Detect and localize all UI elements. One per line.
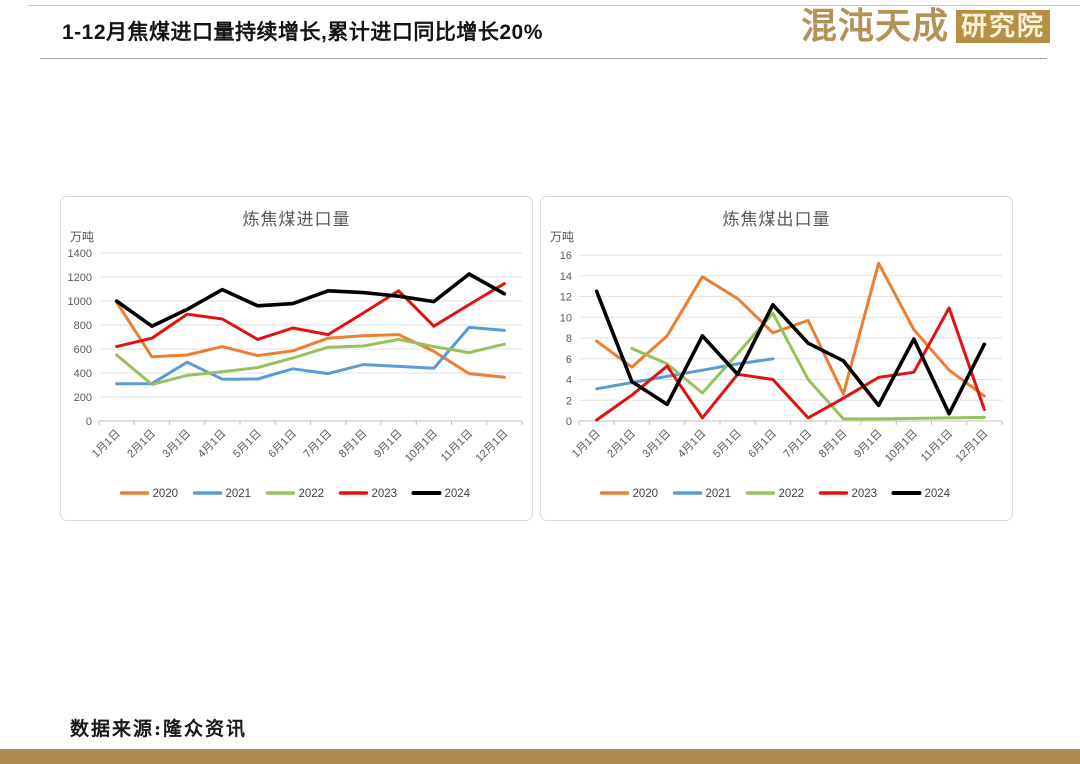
series-line-2024	[594, 289, 987, 416]
data-source-note: 数据来源:隆众资讯	[70, 718, 248, 740]
y-tick-label: 0	[86, 416, 92, 428]
y-tick-label: 400	[74, 368, 92, 380]
legend-label-2024: 2024	[445, 488, 471, 500]
series-line-2023	[115, 282, 506, 349]
x-tick-label: 5月1日	[231, 428, 264, 461]
x-tick-label: 10月1日	[883, 428, 920, 465]
y-tick-label: 1000	[68, 296, 92, 308]
x-tick-label: 9月1日	[852, 428, 885, 461]
legend-label-2020: 2020	[153, 488, 179, 500]
y-tick-label: 1400	[68, 248, 92, 260]
series-line-2021	[115, 325, 506, 386]
series-line-2024	[114, 272, 507, 328]
series-line-2023	[595, 306, 986, 422]
logo-badge-text: 研究院	[955, 9, 1050, 43]
y-tick-label: 10	[560, 312, 572, 324]
x-tick-label: 6月1日	[266, 428, 299, 461]
x-tick-label: 10月1日	[403, 428, 440, 465]
series-line-2022	[115, 337, 506, 386]
x-tick-label: 3月1日	[641, 428, 674, 461]
x-tick-label: 9月1日	[372, 428, 405, 461]
x-tick-label: 1月1日	[570, 428, 603, 461]
export-chart-panel: 炼焦煤出口量 万吨 0 2 4 6 8 10 12 14 16 1月1日 2月1日 3月1日 4月1日 5…	[540, 196, 1013, 521]
y-tick-label: 2	[566, 395, 572, 407]
bottom-accent-bar	[0, 749, 1080, 764]
company-logo: 混沌天成 研究院	[801, 8, 1050, 44]
series-line-2020	[115, 300, 506, 379]
x-tick-label: 5月1日	[711, 428, 744, 461]
x-tick-label: 6月1日	[746, 428, 779, 461]
import-chart-panel: 炼焦煤进口量 万吨 0 200 400 600 800 1000 1200 1400 1月1日 2…	[60, 196, 533, 521]
x-tick-label: 3月1日	[161, 428, 194, 461]
logo-brand-text: 混沌天成	[800, 5, 949, 47]
y-tick-label: 8	[566, 333, 572, 345]
y-tick-label: 12	[560, 292, 572, 304]
y-tick-label: 600	[74, 344, 92, 356]
x-tick-label: 12月1日	[473, 428, 510, 465]
y-tick-label: 1200	[68, 272, 92, 284]
legend-label-2022: 2022	[779, 488, 805, 500]
x-tick-label: 7月1日	[302, 428, 335, 461]
y-tick-label: 14	[560, 271, 572, 283]
series-line-2022	[630, 311, 986, 421]
legend-label-2020: 2020	[633, 488, 659, 500]
legend-label-2024: 2024	[925, 488, 951, 500]
y-tick-label: 800	[74, 320, 92, 332]
x-tick-label: 8月1日	[337, 428, 370, 461]
legend-label-2023: 2023	[852, 488, 878, 500]
x-tick-label: 11月1日	[919, 428, 955, 464]
top-border-rule	[28, 5, 1080, 6]
y-tick-label: 0	[566, 416, 572, 428]
x-tick-label: 8月1日	[817, 428, 850, 461]
legend-label-2021: 2021	[226, 488, 252, 500]
x-tick-label: 2月1日	[125, 428, 158, 461]
legend-label-2021: 2021	[706, 488, 732, 500]
header-divider	[40, 58, 1047, 59]
page-title: 1-12月焦煤进口量持续增长,累计进口同比增长20%	[62, 21, 543, 44]
x-tick-label: 11月1日	[439, 428, 475, 464]
y-tick-label: 200	[74, 392, 92, 404]
x-tick-label: 2月1日	[605, 428, 638, 461]
legend-label-2023: 2023	[372, 488, 398, 500]
export-chart: 0 2 4 6 8 10 12 14 16 1月1日 2月1日 3月1日 4月1日 5月1日 6月1日 7月1…	[560, 250, 1003, 500]
x-tick-label: 12月1日	[953, 428, 990, 465]
x-tick-label: 7月1日	[782, 428, 815, 461]
legend-label-2022: 2022	[299, 488, 325, 500]
x-tick-label: 4月1日	[676, 428, 709, 461]
export-chart-unit-label: 万吨	[550, 230, 575, 244]
y-tick-label: 6	[566, 354, 572, 366]
y-tick-label: 16	[560, 250, 572, 262]
import-chart-title: 炼焦煤进口量	[242, 210, 351, 229]
x-tick-label: 1月1日	[90, 428, 123, 461]
import-chart-unit-label: 万吨	[70, 230, 95, 244]
import-chart: 0 200 400 600 800 1000 1200 1400 1月1日 2月1日 3月1日 4月1…	[68, 248, 523, 500]
x-tick-label: 4月1日	[196, 428, 229, 461]
y-tick-label: 4	[566, 375, 572, 387]
export-chart-title: 炼焦煤出口量	[722, 210, 831, 229]
